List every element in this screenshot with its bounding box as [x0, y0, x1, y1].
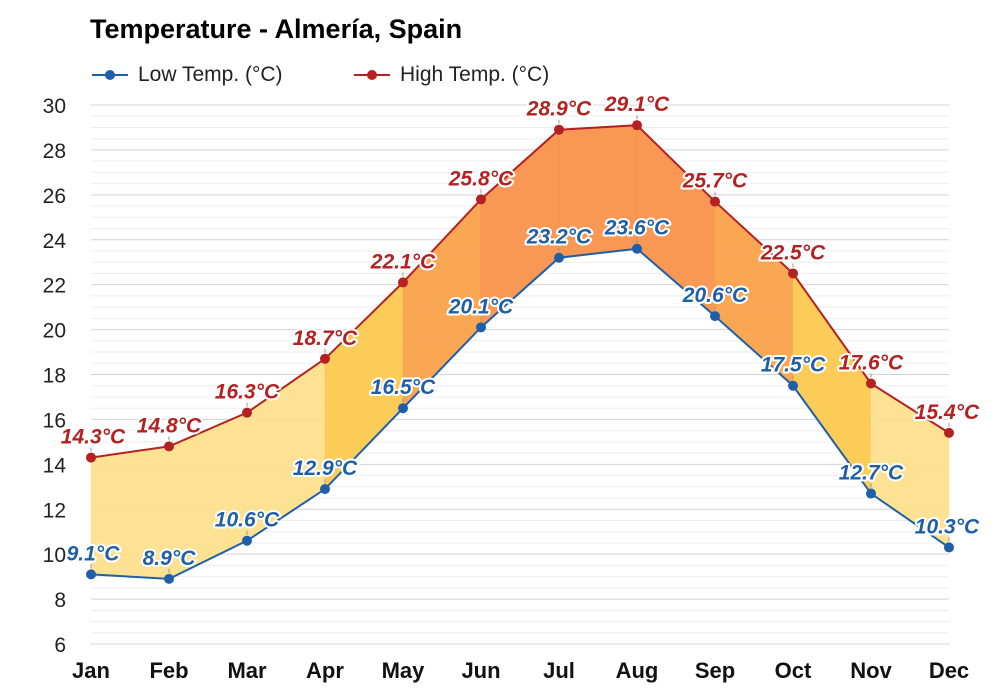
x-tick-label: Jul [543, 658, 575, 683]
high-temp-label: 17.6°C [839, 351, 904, 374]
low-temp-label: 17.5°C [761, 354, 826, 377]
high-temp-label: 15.4°C [915, 401, 980, 424]
temp-band-oct [792, 272, 872, 495]
high-temp-point-jan[interactable] [86, 452, 96, 463]
high-temp-label: 16.3°C [215, 381, 280, 404]
high-temp-point-feb[interactable] [164, 441, 174, 452]
y-tick-label: 18 [43, 365, 66, 388]
y-tick-label: 22 [43, 275, 66, 298]
low-temp-label: 12.9°C [293, 457, 358, 480]
x-tick-label: Nov [850, 658, 892, 683]
high-temp-label: 25.8°C [448, 167, 514, 190]
y-tick-label: 30 [43, 95, 66, 118]
low-temp-label: 20.1°C [448, 295, 514, 318]
low-temp-label: 12.7°C [839, 462, 904, 485]
low-temp-label: 10.3°C [915, 515, 980, 538]
high-temp-label: 18.7°C [293, 327, 358, 350]
line-layer [90, 124, 950, 580]
high-temp-point-oct[interactable] [788, 268, 798, 279]
y-tick-label: 8 [54, 589, 66, 612]
low-temp-point-mar[interactable] [242, 535, 252, 546]
high-temp-label: 29.1°C [604, 93, 670, 116]
legend-high-label: High Temp. (°C) [400, 63, 550, 86]
low-temp-label: 8.9°C [143, 547, 197, 570]
high-temp-point-sep[interactable] [710, 196, 720, 207]
low-temp-label: 16.5°C [371, 376, 436, 399]
legend-item-high[interactable]: High Temp. (°C) [352, 60, 549, 90]
low-temp-label: 9.1°C [67, 542, 121, 565]
low-temp-line [90, 247, 950, 580]
y-tick-label: 12 [43, 499, 66, 522]
point-layer [86, 120, 954, 584]
legend-item-low[interactable]: Low Temp. (°C) [90, 60, 283, 90]
high-temp-label: 22.1°C [370, 250, 436, 273]
low-temp-label: 10.6°C [215, 509, 280, 532]
low-temp-point-nov[interactable] [866, 488, 876, 499]
band-layer [90, 124, 950, 580]
low-temp-point-feb[interactable] [164, 573, 174, 584]
high-temp-label: 14.3°C [61, 426, 126, 449]
high-temp-point-apr[interactable] [320, 353, 330, 364]
y-tick-label: 10 [43, 544, 66, 567]
high-temp-label: 25.7°C [682, 170, 748, 193]
high-temp-point-dec[interactable] [944, 427, 954, 438]
high-temp-point-nov[interactable] [866, 378, 876, 389]
high-temp-point-may[interactable] [398, 277, 408, 288]
low-temp-point-oct[interactable] [788, 380, 798, 391]
x-tick-label: Apr [306, 658, 344, 683]
low-temp-point-sep[interactable] [710, 311, 720, 322]
y-tick-label: 6 [54, 634, 66, 657]
high-temp-label: 22.5°C [760, 241, 826, 264]
low-temp-point-dec[interactable] [944, 542, 954, 553]
low-temp-point-jan[interactable] [86, 569, 96, 580]
axis-layer: 6 8 10 12 14 16 18 20 22 24 26 28 30 Jan Feb Mar Apr May J… [43, 95, 970, 683]
low-temp-label: 20.6°C [682, 284, 748, 307]
low-temp-point-jun[interactable] [476, 322, 486, 333]
low-temp-label: 23.6°C [604, 217, 670, 240]
y-tick-label: 28 [43, 140, 66, 163]
y-tick-label: 20 [43, 320, 66, 343]
low-temp-point-jul[interactable] [554, 252, 564, 263]
x-tick-label: Oct [775, 658, 812, 683]
low-temp-point-aug[interactable] [632, 243, 642, 254]
y-tick-label: 24 [43, 230, 67, 253]
y-tick-label: 26 [43, 185, 66, 208]
low-temp-label: 23.2°C [526, 226, 592, 249]
y-tick-label: 14 [43, 454, 67, 477]
low-temp-point-may[interactable] [398, 403, 408, 414]
high-temp-point-jun[interactable] [476, 194, 486, 205]
x-tick-label: Jun [461, 658, 500, 683]
high-temp-line [90, 124, 950, 459]
x-tick-label: Sep [695, 658, 735, 683]
high-temp-point-mar[interactable] [242, 407, 252, 418]
chart-title: Temperature - Almería, Spain [90, 14, 463, 44]
high-temp-label: 14.8°C [137, 414, 202, 437]
y-tick-label: 16 [43, 409, 66, 432]
legend-low-marker-icon [92, 70, 128, 80]
high-temp-point-aug[interactable] [632, 120, 642, 131]
x-tick-label: Feb [149, 658, 188, 683]
high-temp-label: 28.9°C [526, 98, 592, 121]
x-tick-label: Aug [616, 658, 659, 683]
x-tick-label: Mar [227, 658, 267, 683]
low-temp-point-apr[interactable] [320, 484, 330, 495]
x-tick-label: Dec [929, 658, 969, 683]
legend-high-marker-icon [354, 70, 390, 80]
label-layer: 9.1°C 8.9°C 10.6°C 12.9°C 16.5°C 20.1°C 23.2°C… [59, 91, 982, 573]
legend-low-label: Low Temp. (°C) [138, 63, 283, 86]
x-tick-label: May [382, 658, 426, 683]
high-temp-point-jul[interactable] [554, 124, 564, 135]
x-tick-label: Jan [72, 658, 110, 683]
